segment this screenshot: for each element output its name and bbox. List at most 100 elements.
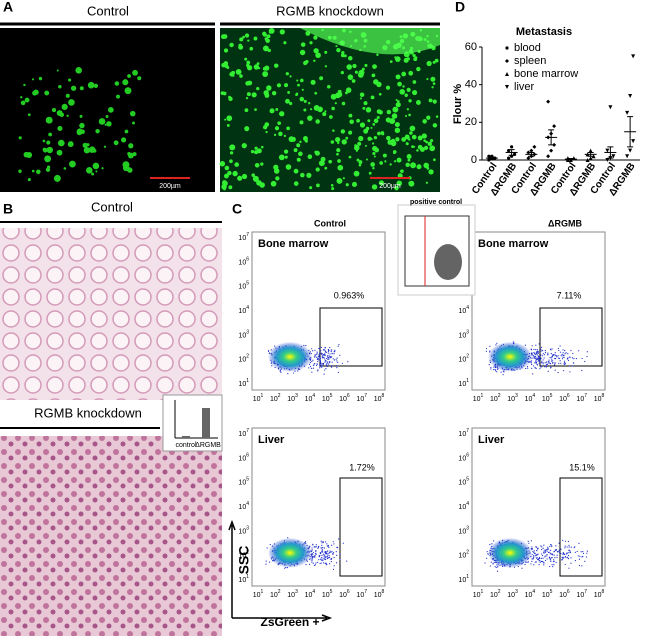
- event: [265, 563, 267, 565]
- cell: [330, 184, 334, 187]
- event: [569, 356, 571, 358]
- event: [319, 558, 322, 560]
- event: [573, 546, 575, 549]
- cell: [393, 160, 397, 163]
- event: [541, 355, 544, 357]
- cell: [410, 162, 417, 169]
- cell: [245, 81, 250, 86]
- event: [551, 556, 553, 559]
- cell: [283, 149, 289, 154]
- event: [310, 557, 312, 559]
- event: [326, 362, 328, 364]
- event: [346, 560, 348, 562]
- event: [314, 564, 316, 566]
- event: [312, 562, 314, 564]
- cell: [378, 180, 384, 186]
- cell: [264, 122, 270, 127]
- cell: [122, 161, 130, 169]
- event: [533, 356, 536, 359]
- event: [533, 564, 535, 566]
- event: [564, 545, 566, 547]
- cell: [31, 78, 35, 81]
- event: [320, 352, 322, 354]
- event: [553, 551, 555, 553]
- tick-base: 10: [339, 592, 347, 599]
- tick-base: 10: [473, 592, 481, 599]
- cell: [128, 143, 134, 149]
- event: [312, 364, 315, 367]
- cell: [286, 126, 290, 131]
- cell: [359, 122, 366, 128]
- cell: [48, 132, 53, 137]
- event: [328, 358, 330, 360]
- event: [336, 365, 338, 367]
- event: [347, 361, 349, 363]
- event: [319, 357, 322, 359]
- event: [570, 546, 572, 548]
- event: [317, 369, 319, 371]
- event: [539, 561, 541, 563]
- tick-label: 104: [525, 589, 536, 599]
- cell: [389, 118, 396, 125]
- tick-exp: 4: [466, 305, 469, 311]
- cell: [359, 92, 365, 97]
- tick-exp: 5: [466, 477, 469, 483]
- event: [317, 358, 319, 360]
- cell: [310, 108, 313, 111]
- tick-label: 107: [356, 589, 367, 599]
- event: [552, 353, 554, 356]
- event: [584, 360, 586, 363]
- event: [564, 547, 566, 549]
- tick-base: 10: [458, 455, 466, 462]
- event: [544, 559, 547, 562]
- cell: [332, 129, 335, 132]
- event: [546, 363, 548, 365]
- event: [535, 361, 537, 363]
- event: [564, 353, 566, 355]
- error-bar: [488, 156, 495, 160]
- event: [576, 550, 578, 553]
- tick-exp: 1: [481, 589, 484, 595]
- tick-label: 102: [458, 354, 469, 364]
- tick-base: 10: [253, 592, 261, 599]
- cell: [406, 154, 412, 159]
- gate: [319, 307, 383, 367]
- event: [563, 363, 565, 365]
- event: [564, 350, 566, 352]
- event: [586, 550, 589, 552]
- cell: [299, 49, 306, 56]
- cell: [408, 113, 411, 117]
- cell: [345, 87, 352, 93]
- tick-base: 10: [542, 592, 550, 599]
- tick-exp: 6: [246, 453, 249, 459]
- cell: [435, 115, 439, 118]
- cell: [319, 76, 324, 81]
- event: [324, 369, 326, 371]
- cell: [239, 37, 244, 42]
- gate-percent: 7.11%: [557, 290, 582, 300]
- cell: [221, 184, 227, 190]
- event: [314, 354, 316, 356]
- event: [557, 551, 560, 553]
- cell: [116, 94, 120, 99]
- cell: [245, 96, 249, 100]
- event: [321, 556, 323, 559]
- event: [540, 346, 543, 348]
- event: [570, 562, 572, 564]
- tick-exp: 2: [278, 393, 281, 399]
- event: [494, 370, 497, 372]
- cell: [106, 121, 112, 127]
- event: [314, 356, 316, 358]
- event: [338, 538, 340, 540]
- event: [578, 558, 581, 560]
- cell: [104, 123, 107, 126]
- event: [536, 354, 538, 356]
- cell: [406, 87, 411, 92]
- cell: [223, 173, 229, 179]
- event: [531, 558, 533, 560]
- event: [527, 540, 529, 542]
- event: [312, 554, 314, 556]
- cell: [395, 102, 401, 108]
- event: [547, 370, 549, 372]
- event: [335, 358, 337, 360]
